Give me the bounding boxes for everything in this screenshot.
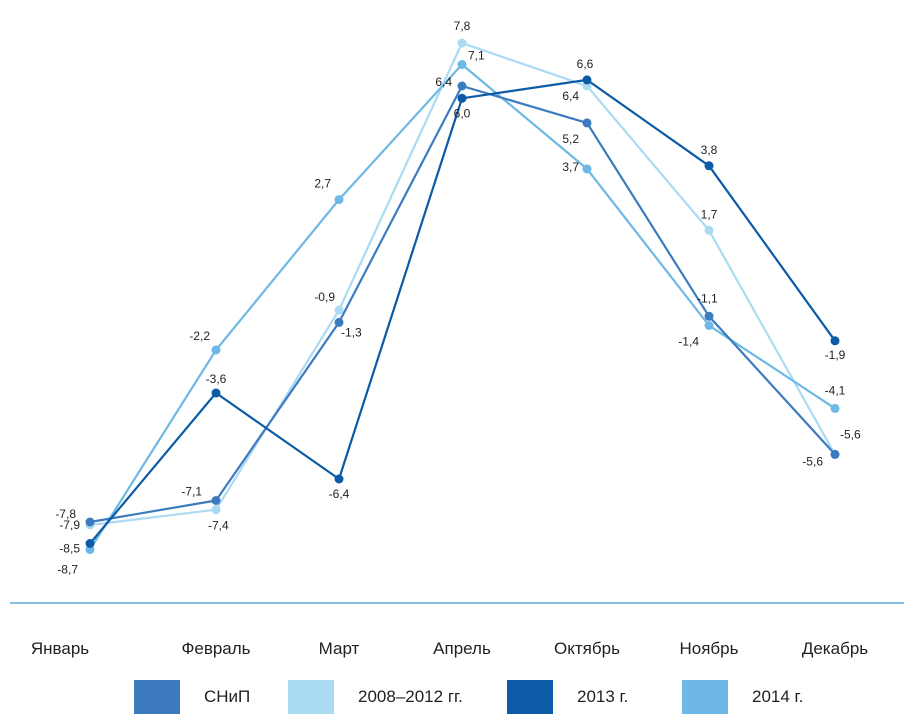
data-label: -4,1 [825,383,846,397]
data-point [334,474,344,484]
data-label: 2,7 [314,177,331,191]
data-point [704,225,714,235]
series-points [85,38,840,555]
data-point [211,388,221,398]
data-point [704,311,714,321]
data-label: -7,1 [181,485,202,499]
data-point [334,305,344,315]
data-label: -1,3 [341,325,362,339]
x-tick-label: Декабрь [802,639,868,658]
data-label: 6,0 [454,106,471,120]
x-tick-labels: Январь Февраль Март Апрель Октябрь Ноябрь Дека… [31,639,868,658]
data-point [211,345,221,355]
data-point [457,93,467,103]
data-label: -8,5 [59,542,80,556]
legend-label: 2013 г. [577,687,629,706]
data-label: -7,9 [59,518,80,532]
data-point [704,321,714,330]
legend-swatch [134,680,180,714]
data-point [211,505,221,515]
data-label: 6,4 [435,75,452,89]
data-label: 1,7 [701,207,718,221]
data-label: -1,9 [825,348,846,362]
series-line-0 [89,84,836,524]
data-label: -5,6 [802,454,823,468]
data-label: -8,7 [57,563,78,577]
data-point [457,38,467,48]
legend: СНиП 2008–2012 гг. 2013 г. 2014 г. [0,680,904,714]
data-point [704,161,714,171]
data-label: 7,8 [454,19,471,33]
data-label: 3,7 [562,160,579,174]
legend-label: 2014 г. [752,687,804,706]
data-label: -5,6 [840,427,861,441]
legend-item: СНиП [134,680,250,714]
data-label: -7,8 [55,507,76,521]
x-tick-label: Октябрь [554,639,620,658]
data-label: -6,4 [329,487,350,501]
legend-swatch [507,680,553,714]
data-point [582,118,592,128]
legend-swatch [288,680,334,714]
data-label: 5,2 [562,132,579,146]
data-point [830,449,840,459]
data-label: -2,2 [189,329,210,343]
data-point [85,539,95,548]
data-label: -1,1 [697,291,718,305]
data-point [830,336,840,346]
x-tick-label: Апрель [433,639,491,658]
x-tick-label: Март [319,639,360,658]
data-label: 6,4 [562,89,579,103]
data-label: 6,6 [577,57,594,71]
legend-label: 2008–2012 гг. [358,687,463,706]
data-point [582,75,592,85]
series-line-3 [89,63,836,551]
data-label: 3,8 [701,143,718,157]
data-label: -1,4 [678,335,699,349]
data-label: -3,6 [206,372,227,386]
data-point [334,317,344,327]
data-point [334,195,344,205]
data-point [457,81,467,91]
data-point [457,60,467,69]
x-tick-label: Январь [31,639,89,658]
legend-item: 2013 г. [507,680,628,714]
data-label: -7,4 [208,519,229,533]
legend-item: 2014 г. [682,680,803,714]
data-labels: -7,8 -7,1 -1,3 6,4 5,2 -1,1 -5,6 -7,9 -7,4 -0,9 7,… [55,19,861,577]
data-point [830,403,840,413]
data-point [85,517,95,527]
data-label: -0,9 [314,290,335,304]
legend-item: 2008–2012 гг. [288,680,463,714]
data-point [582,164,592,174]
data-point [211,496,221,505]
series-line-2 [89,78,836,545]
data-label: 7,1 [468,49,485,63]
legend-label: СНиП [204,687,251,706]
x-tick-label: Ноябрь [680,639,739,658]
x-tick-label: Февраль [181,639,250,658]
legend-swatch [682,680,728,714]
